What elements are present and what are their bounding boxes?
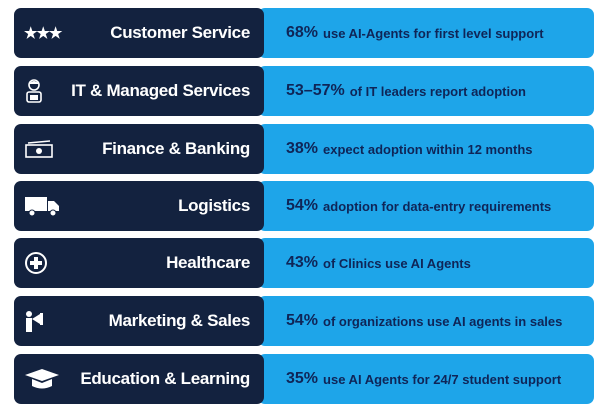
industry-label: Healthcare <box>166 253 250 272</box>
medical-cross-icon <box>24 251 48 275</box>
industry-label: Customer Service <box>110 23 250 42</box>
truck-icon <box>24 195 60 217</box>
industry-label: IT & Managed Services <box>71 81 250 100</box>
percentage: 68% <box>286 24 319 41</box>
row-it-managed-services: 53–57% of IT leaders report adoption IT &… <box>14 66 594 116</box>
stat-box: 68% use AI-Agents for first level support <box>258 8 594 58</box>
megaphone-person-icon <box>24 309 48 333</box>
industry-label: Marketing & Sales <box>108 311 251 330</box>
row-education-learning: 35% use AI Agents for 24/7 student suppor… <box>14 354 594 404</box>
graduation-cap-icon <box>24 367 60 391</box>
stat-box: 38% expect adoption within 12 months <box>258 124 594 174</box>
stat-text: of Clinics use AI Agents <box>323 255 471 271</box>
industry-label-box: Education & Learning <box>14 354 264 404</box>
industry-label-box: Finance & Banking <box>14 124 264 174</box>
stat-text: use AI-Agents for first level support <box>323 25 544 41</box>
money-icon <box>24 139 54 159</box>
industry-label: Logistics <box>178 196 250 215</box>
row-customer-service: 68% use AI-Agents for first level support… <box>14 8 594 58</box>
stat-text: of IT leaders report adoption <box>349 83 526 99</box>
stat-text: adoption for data-entry requirements <box>323 198 552 214</box>
stat-box: 53–57% of IT leaders report adoption <box>258 66 594 116</box>
percentage: 38% <box>286 140 319 157</box>
industry-label: Education & Learning <box>80 369 250 388</box>
stat-text: use AI Agents for 24/7 student support <box>323 371 562 387</box>
industry-label: Finance & Banking <box>102 139 250 158</box>
industry-label-box: IT & Managed Services <box>14 66 264 116</box>
row-logistics: 54% adoption for data-entry requirements … <box>14 181 594 231</box>
stat-text: expect adoption within 12 months <box>323 141 533 157</box>
industry-label-box: Healthcare <box>14 238 264 288</box>
percentage: 54% <box>286 312 319 329</box>
percentage: 53–57% <box>286 82 345 99</box>
industry-label-box: ★★★ Customer Service <box>14 8 264 58</box>
percentage: 54% <box>286 197 319 214</box>
row-marketing-sales: 54% of organizations use AI agents in sal… <box>14 296 594 346</box>
stat-box: 35% use AI Agents for 24/7 student suppor… <box>258 354 594 404</box>
industry-label-box: Marketing & Sales <box>14 296 264 346</box>
industry-label-box: Logistics <box>14 181 264 231</box>
percentage: 43% <box>286 254 319 271</box>
row-finance-banking: 38% expect adoption within 12 months Fina… <box>14 124 594 174</box>
stat-box: 54% adoption for data-entry requirements <box>258 181 594 231</box>
percentage: 35% <box>286 370 319 387</box>
row-healthcare: 43% of Clinics use AI Agents Healthcare <box>14 238 594 288</box>
stat-box: 43% of Clinics use AI Agents <box>258 238 594 288</box>
developer-icon <box>24 78 44 104</box>
stat-box: 54% of organizations use AI agents in sal… <box>258 296 594 346</box>
stat-text: of organizations use AI agents in sales <box>323 313 563 329</box>
stars-icon: ★★★ <box>24 25 62 42</box>
